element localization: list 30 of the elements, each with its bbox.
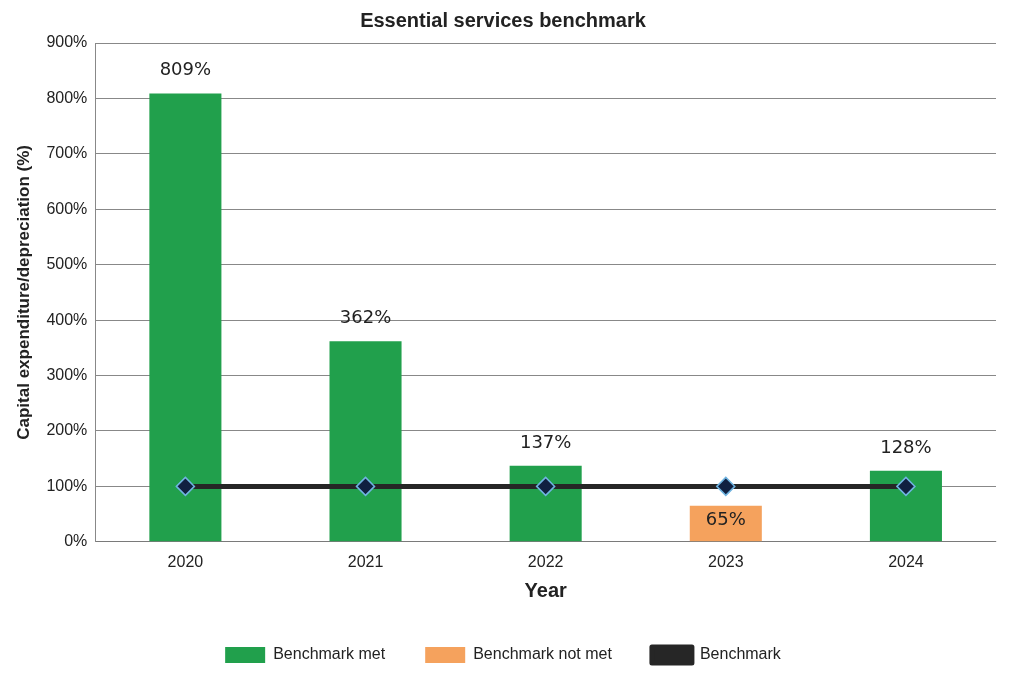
y-tick-label: 400%: [46, 310, 88, 328]
y-axis-title: Capital expenditure/depreciation (%): [13, 145, 33, 440]
x-tick-label: 2022: [527, 552, 564, 570]
x-tick-label: 2021: [347, 552, 384, 570]
y-tick-label: 100%: [46, 476, 88, 494]
legend-label: Benchmark met: [273, 645, 386, 663]
legend-label: Benchmark not met: [473, 645, 613, 663]
y-tick-label: 0%: [64, 532, 88, 550]
chart-title: Essential services benchmark: [360, 8, 647, 31]
y-tick-label: 800%: [46, 88, 88, 106]
data-label: 809%: [159, 58, 212, 80]
x-tick-label: 2020: [167, 552, 204, 570]
bar: [329, 341, 402, 542]
bar: [869, 470, 942, 542]
legend-label: Benchmark: [699, 645, 782, 663]
data-label: 65%: [705, 508, 746, 530]
x-tick-label: 2023: [708, 552, 744, 570]
bar: [509, 465, 582, 542]
y-tick-label: 500%: [46, 255, 88, 273]
data-label: 362%: [339, 305, 392, 327]
data-label: 137%: [519, 430, 572, 452]
bar: [149, 93, 222, 542]
x-tick-label: 2024: [888, 552, 924, 570]
y-tick-label: 700%: [46, 144, 88, 162]
y-tick-label: 200%: [46, 421, 88, 439]
data-label: 128%: [880, 435, 932, 457]
y-tick-label: 900%: [46, 33, 88, 51]
y-tick-label: 300%: [46, 365, 88, 383]
x-axis-title: Year: [524, 578, 568, 601]
y-tick-label: 600%: [46, 199, 88, 217]
